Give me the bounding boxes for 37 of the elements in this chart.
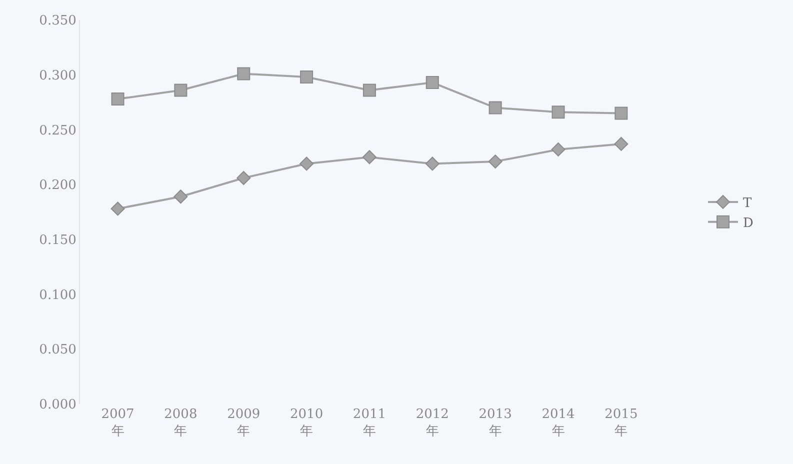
point <box>426 76 439 90</box>
point <box>614 106 628 120</box>
y-tick-label: 0.050 <box>39 342 76 358</box>
point <box>362 84 376 97</box>
x-tick-label: 2009 年 <box>227 407 260 439</box>
x-tick-label: 2015 年 <box>604 407 638 439</box>
point <box>614 136 628 151</box>
x-tick-label: 2011 年 <box>352 407 386 439</box>
y-tick-label: 0.100 <box>39 288 76 303</box>
point <box>300 156 314 171</box>
y-tick-label: 0.000 <box>39 398 76 413</box>
x-tick-label: 2008 年 <box>164 407 198 439</box>
point <box>174 84 188 97</box>
point <box>111 92 124 106</box>
y-tick-label: 0.150 <box>39 232 76 248</box>
y-tick-label: 0.250 <box>39 123 76 138</box>
point <box>551 142 566 156</box>
point <box>552 106 565 119</box>
point <box>300 70 314 84</box>
point <box>110 202 125 216</box>
legend-label: D <box>743 216 754 231</box>
x-tick-label: 2014 年 <box>542 407 575 439</box>
point <box>236 170 251 185</box>
x-tick-label: 2013 年 <box>478 407 512 439</box>
point <box>425 156 440 171</box>
y-tick-label: 0.350 <box>39 14 76 29</box>
legend-label: T <box>743 196 752 212</box>
point <box>488 101 502 114</box>
x-tick-label: 2007 年 <box>101 407 134 439</box>
y-tick-label: 0.200 <box>39 178 76 194</box>
y-tick-label: 0.300 <box>39 68 76 84</box>
x-tick-label: 2010 年 <box>290 407 324 439</box>
point <box>488 154 502 169</box>
point <box>174 190 188 204</box>
point <box>237 67 250 80</box>
x-tick-label: 2012 年 <box>416 407 449 439</box>
point <box>362 150 376 164</box>
